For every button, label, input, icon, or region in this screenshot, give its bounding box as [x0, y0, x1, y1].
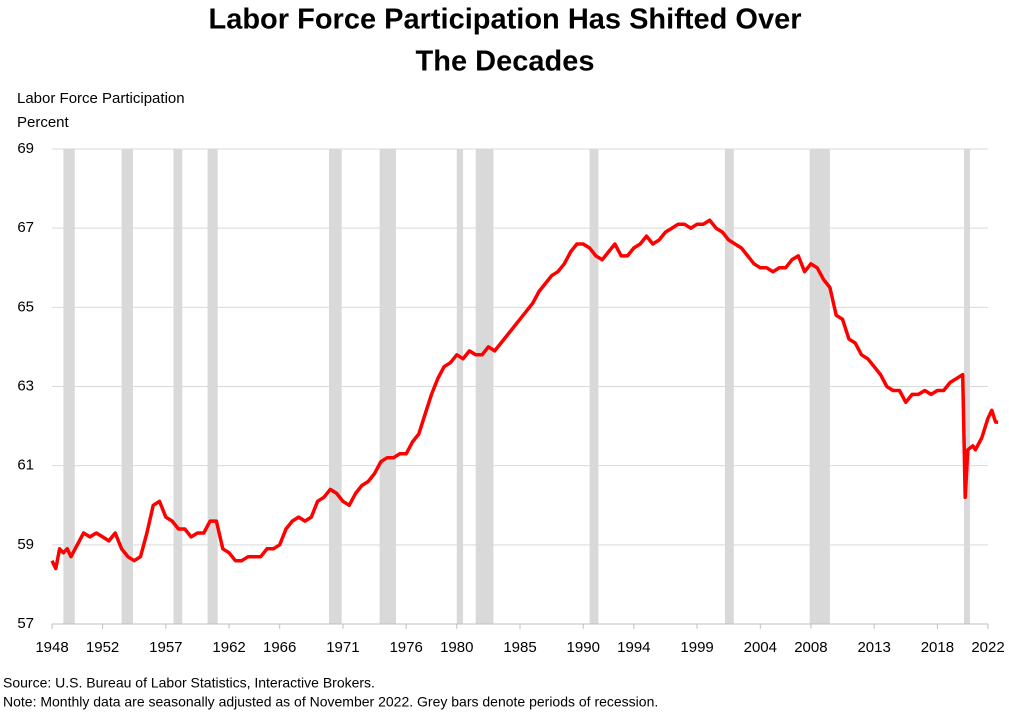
x-tick-label: 2022 [971, 639, 1004, 656]
data-line [50, 218, 999, 571]
x-tick-label: 1994 [617, 639, 650, 656]
x-tick-label: 2018 [921, 639, 954, 656]
y-tick-label: 65 [17, 298, 34, 315]
source-note: Source: U.S. Bureau of Labor Statistics,… [3, 675, 375, 691]
x-tick-label: 2008 [794, 639, 827, 656]
recession-bar [963, 149, 970, 624]
chart-title: The Decades [416, 46, 595, 78]
recession-bar [589, 149, 599, 624]
y-axis-label: Percent [17, 114, 70, 131]
recession-bar [173, 149, 183, 624]
x-tick-label: 1948 [35, 639, 68, 656]
recession-bar [329, 149, 342, 624]
x-tick-label: 1971 [326, 639, 359, 656]
x-tick-label: 1990 [567, 639, 600, 656]
source-note: Note: Monthly data are seasonally adjust… [3, 694, 658, 710]
chart-title: Labor Force Participation Has Shifted Ov… [208, 4, 801, 36]
x-tick-label: 2004 [744, 639, 777, 656]
x-tick-label: 1999 [680, 639, 713, 656]
recession-bar [724, 149, 734, 624]
y-tick-label: 57 [17, 615, 34, 632]
y-tick-label: 69 [17, 140, 34, 157]
x-tick-label: 1980 [440, 639, 473, 656]
recession-bar [63, 149, 75, 624]
y-tick-label: 63 [17, 377, 34, 394]
recession-bar [809, 149, 830, 624]
x-tick-label: 1976 [389, 639, 422, 656]
x-tick-label: 1966 [263, 639, 296, 656]
x-tick-label: 1985 [503, 639, 536, 656]
x-tick-label: 2013 [857, 639, 890, 656]
x-tick-label: 1957 [149, 639, 182, 656]
recession-bar [456, 149, 464, 624]
recession-bar [207, 149, 218, 624]
y-tick-label: 59 [17, 536, 34, 553]
y-axis-label: Labor Force Participation [17, 90, 185, 107]
x-tick-label: 1952 [86, 639, 119, 656]
y-tick-label: 61 [17, 457, 34, 474]
recession-bar [121, 149, 133, 624]
y-tick-label: 67 [17, 219, 34, 236]
x-tick-label: 1962 [212, 639, 245, 656]
recession-bar [379, 149, 397, 624]
recession-bar [475, 149, 494, 624]
